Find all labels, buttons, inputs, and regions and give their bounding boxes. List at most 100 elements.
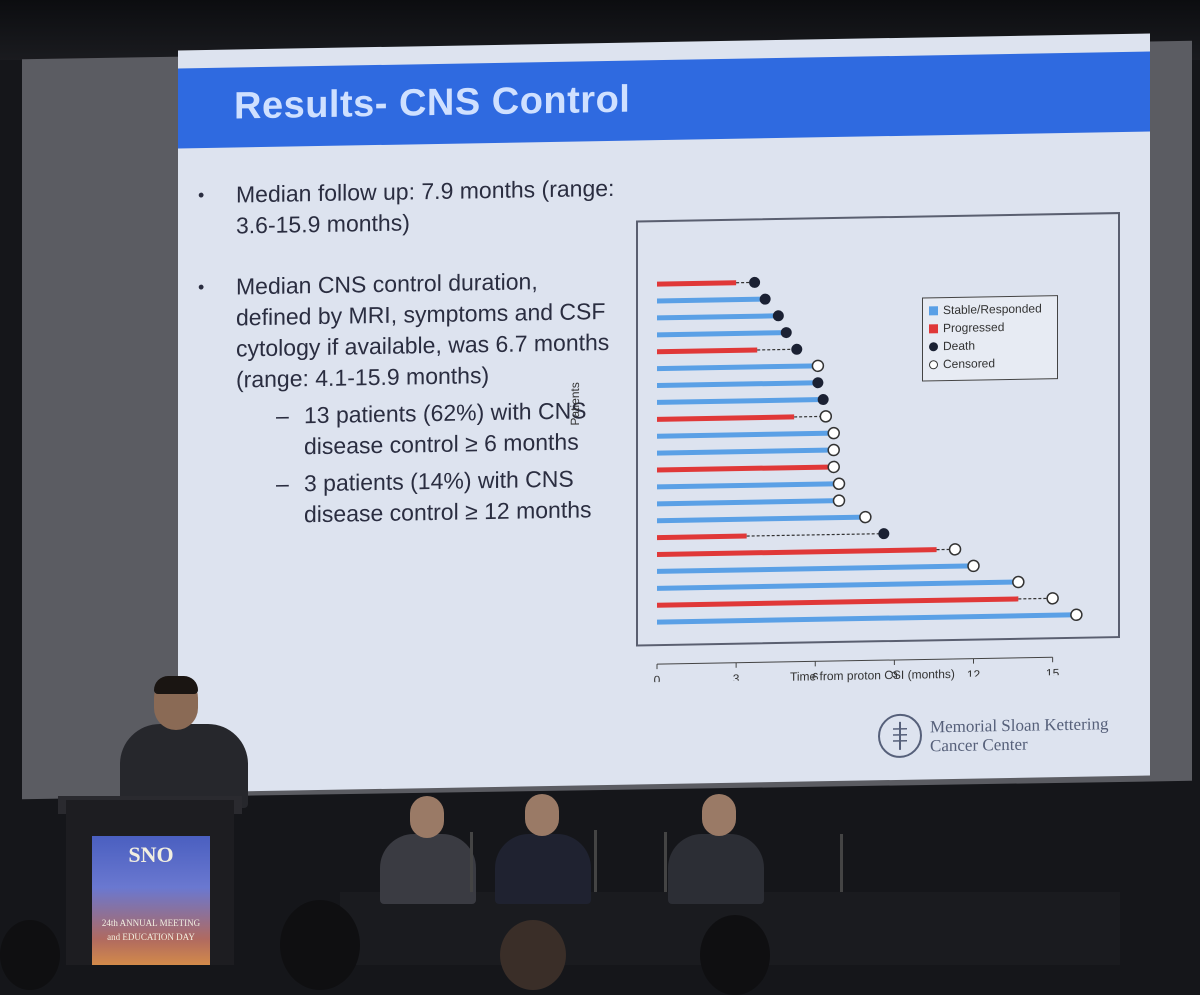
x-tick-label: 0 <box>654 673 661 682</box>
bullet-symbol: • <box>198 272 204 303</box>
patient-bar <box>657 366 818 369</box>
followup-dashed-line <box>747 534 884 536</box>
censored-marker <box>820 411 831 422</box>
x-tick-label: 3 <box>733 672 740 683</box>
censored-marker <box>1013 576 1024 587</box>
legend-item-progressed: Progressed <box>929 319 1004 336</box>
censored-marker <box>950 544 961 555</box>
bullet-text: Median CNS control duration, defined by … <box>236 268 609 392</box>
logo-line-1: Memorial Sloan Kettering <box>930 714 1108 736</box>
slide-header: Results- CNS Control <box>178 52 1150 149</box>
death-marker <box>781 327 792 338</box>
patient-bar <box>657 536 747 538</box>
dash-symbol: – <box>276 469 289 500</box>
patient-bar <box>657 484 839 487</box>
bullet-text: Median follow up: 7.9 months (range: 3.6… <box>236 175 614 239</box>
sub-bullet-6-months: – 13 patients (62%) with CNS disease con… <box>236 395 618 464</box>
patient-bar <box>657 582 1018 588</box>
patient-bar <box>657 615 1076 622</box>
microphone <box>840 834 843 892</box>
banner-title: SNO <box>92 842 210 868</box>
legend-label: Progressed <box>943 320 1004 335</box>
legend-label: Stable/Responded <box>943 301 1042 317</box>
y-axis-label: Patients <box>568 382 582 426</box>
legend-label: Death <box>943 339 975 354</box>
chart-legend: Stable/Responded Progressed Death Censor… <box>922 295 1058 381</box>
patient-bar <box>657 400 823 403</box>
legend-swatch-stable <box>929 306 938 315</box>
audience-head <box>0 920 60 990</box>
censored-marker <box>812 360 823 371</box>
patient-bar <box>657 333 786 335</box>
legend-item-death: Death <box>929 338 975 355</box>
microphone <box>664 832 667 892</box>
patient-bar <box>657 467 834 470</box>
death-marker <box>812 377 823 388</box>
x-axis-line <box>657 657 1053 664</box>
patient-bar <box>657 383 818 386</box>
microphone <box>470 832 473 892</box>
banner-line-2: and EDUCATION DAY <box>92 932 210 942</box>
panelist-head <box>525 794 559 836</box>
censored-marker <box>828 461 839 472</box>
audience-head <box>280 900 360 990</box>
panelist-body <box>668 834 764 904</box>
censored-marker <box>828 428 839 439</box>
bullet-cns-control: • Median CNS control duration, defined b… <box>198 265 618 532</box>
panelist-head <box>702 794 736 836</box>
dash-symbol: – <box>276 401 289 432</box>
legend-marker-death <box>929 342 938 351</box>
legend-label: Censored <box>943 356 995 371</box>
censored-marker <box>860 511 871 522</box>
patient-bar <box>657 450 834 453</box>
patient-bar <box>657 316 778 318</box>
panelist-body <box>380 834 476 904</box>
patient-bar <box>657 517 865 521</box>
legend-item-censored: Censored <box>929 355 995 372</box>
censored-marker <box>828 444 839 455</box>
sub-bullet-text: 13 patients (62%) with CNS disease contr… <box>304 397 587 459</box>
presentation-slide: Results- CNS Control • Median follow up:… <box>178 34 1150 793</box>
censored-marker <box>1071 609 1082 620</box>
bullet-list: • Median follow up: 7.9 months (range: 3… <box>198 173 618 562</box>
legend-item-stable: Stable/Responded <box>929 300 1042 318</box>
censored-marker <box>833 478 844 489</box>
death-marker <box>878 528 889 539</box>
msk-logo: Memorial Sloan Kettering Cancer Center <box>878 710 1138 769</box>
logo-line-2: Cancer Center <box>930 733 1108 755</box>
patient-bar <box>657 350 757 352</box>
audience-head <box>500 920 566 990</box>
banner-line-1: 24th ANNUAL MEETING <box>92 918 210 928</box>
audience-head <box>700 915 770 995</box>
death-marker <box>818 394 829 405</box>
panelist-head <box>410 796 444 838</box>
censored-marker <box>1047 593 1058 604</box>
msk-emblem-icon <box>878 713 922 758</box>
sub-bullet-12-months: – 3 patients (14%) with CNS disease cont… <box>236 463 618 532</box>
slide-title: Results- CNS Control <box>234 79 630 129</box>
death-marker <box>791 344 802 355</box>
x-tick-label: 15 <box>1046 666 1060 680</box>
meeting-banner: SNO 24th ANNUAL MEETING and EDUCATION DA… <box>92 836 210 965</box>
patient-bar <box>657 550 937 555</box>
patient-bar <box>657 417 794 419</box>
x-axis-label: Time from proton CSI (months) <box>790 667 955 684</box>
x-tick-label: 12 <box>967 667 981 681</box>
patient-bar <box>657 433 834 436</box>
legend-marker-censored <box>929 360 938 369</box>
death-marker <box>773 310 784 321</box>
death-marker <box>760 294 771 305</box>
patient-bar <box>657 283 736 284</box>
speaker-hair <box>154 676 198 694</box>
followup-dashed-line <box>757 349 797 350</box>
microphone <box>594 830 597 892</box>
logo-text: Memorial Sloan Kettering Cancer Center <box>930 714 1108 755</box>
bullet-follow-up: • Median follow up: 7.9 months (range: 3… <box>198 173 618 242</box>
panelist-body <box>495 834 591 904</box>
bullet-symbol: • <box>198 180 204 211</box>
patient-bar <box>657 599 1018 605</box>
legend-swatch-progressed <box>929 324 938 333</box>
sub-bullet-text: 3 patients (14%) with CNS disease contro… <box>304 466 592 528</box>
censored-marker <box>833 495 844 506</box>
death-marker <box>749 277 760 288</box>
